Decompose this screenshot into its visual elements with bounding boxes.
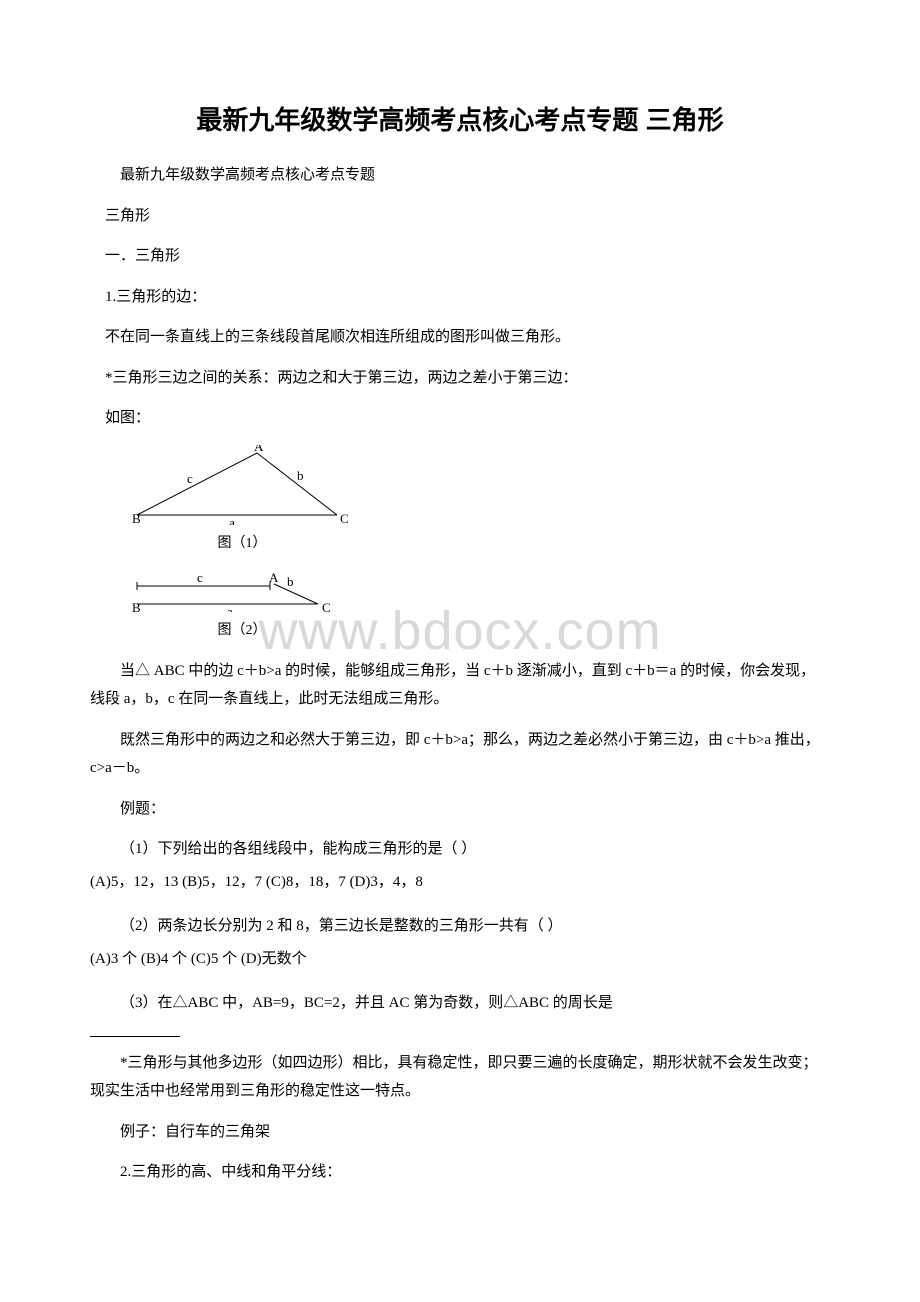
question-3: （3）在△ABC 中，AB=9，BC=2，并且 AC 第为奇数，则△ABC 的周…	[90, 989, 830, 1018]
label-C: C	[340, 511, 349, 525]
label-A: A	[254, 445, 264, 454]
figure-2-caption: 图（2）	[132, 619, 352, 639]
label-A-2: A	[269, 572, 279, 585]
example-bicycle: 例子：自行车的三角架	[90, 1118, 830, 1147]
question-1-options: (A)5，12，13 (B)5，12，7 (C)8，18，7 (D)3，4，8	[90, 868, 830, 897]
question-2-options: (A)3 个 (B)4 个 (C)5 个 (D)无数个	[90, 945, 830, 974]
triangle-figure-2: c A b B a C	[132, 572, 352, 612]
figure-1: A B C c b a 图（1）	[132, 445, 830, 552]
question-1: （1）下列给出的各组线段中，能构成三角形的是（ ）	[90, 835, 830, 864]
subtitle-line1: 最新九年级数学高频考点核心考点专题	[90, 161, 830, 190]
explanation-2: 既然三角形中的两边之和必然大于第三边，即 c＋b>a；那么，两边之差必然小于第三…	[90, 726, 830, 783]
definition-text: 不在同一条直线上的三条线段首尾顺次相连所组成的图形叫做三角形。	[90, 323, 830, 352]
page-title: 最新九年级数学高频考点核心考点专题 三角形	[90, 100, 830, 137]
question-3-text: （3）在△ABC 中，AB=9，BC=2，并且 AC 第为奇数，则△ABC 的周…	[120, 995, 613, 1011]
section-heading-1: 一．三角形	[90, 242, 830, 271]
label-B: B	[132, 511, 141, 525]
relation-text: *三角形三边之间的关系：两边之和大于第三边，两边之差小于第三边：	[90, 364, 830, 393]
subtitle-line2: 三角形	[90, 202, 830, 231]
label-a: a	[229, 515, 235, 525]
stability-note: *三角形与其他多边形（如四边形）相比，具有稳定性，即只要三遍的长度确定，期形状就…	[90, 1049, 830, 1106]
label-c-2: c	[197, 572, 203, 585]
label-a-2: a	[227, 604, 233, 612]
figure-2: c A b B a C 图（2）	[132, 572, 830, 639]
label-B-2: B	[132, 600, 141, 612]
examples-heading: 例题：	[90, 795, 830, 824]
label-C-2: C	[322, 600, 331, 612]
label-c: c	[187, 471, 193, 486]
subsection-1-2: 2.三角形的高、中线和角平分线：	[90, 1158, 830, 1187]
document-content: 最新九年级数学高频考点核心考点专题 三角形 最新九年级数学高频考点核心考点专题 …	[90, 100, 830, 1187]
explanation-1: 当△ ABC 中的边 c＋b>a 的时候，能够组成三角形，当 c＋b 逐渐减小，…	[90, 657, 830, 714]
question-2: （2）两条边长分别为 2 和 8，第三边长是整数的三角形一共有（ ）	[90, 912, 830, 941]
figure-1-caption: 图（1）	[132, 532, 352, 552]
answer-blank	[90, 1018, 180, 1037]
label-b-2: b	[287, 574, 294, 589]
figure-intro: 如图：	[90, 404, 830, 433]
triangle-figure-1: A B C c b a	[132, 445, 352, 525]
label-b: b	[297, 468, 304, 483]
subsection-1-1: 1.三角形的边：	[90, 283, 830, 312]
